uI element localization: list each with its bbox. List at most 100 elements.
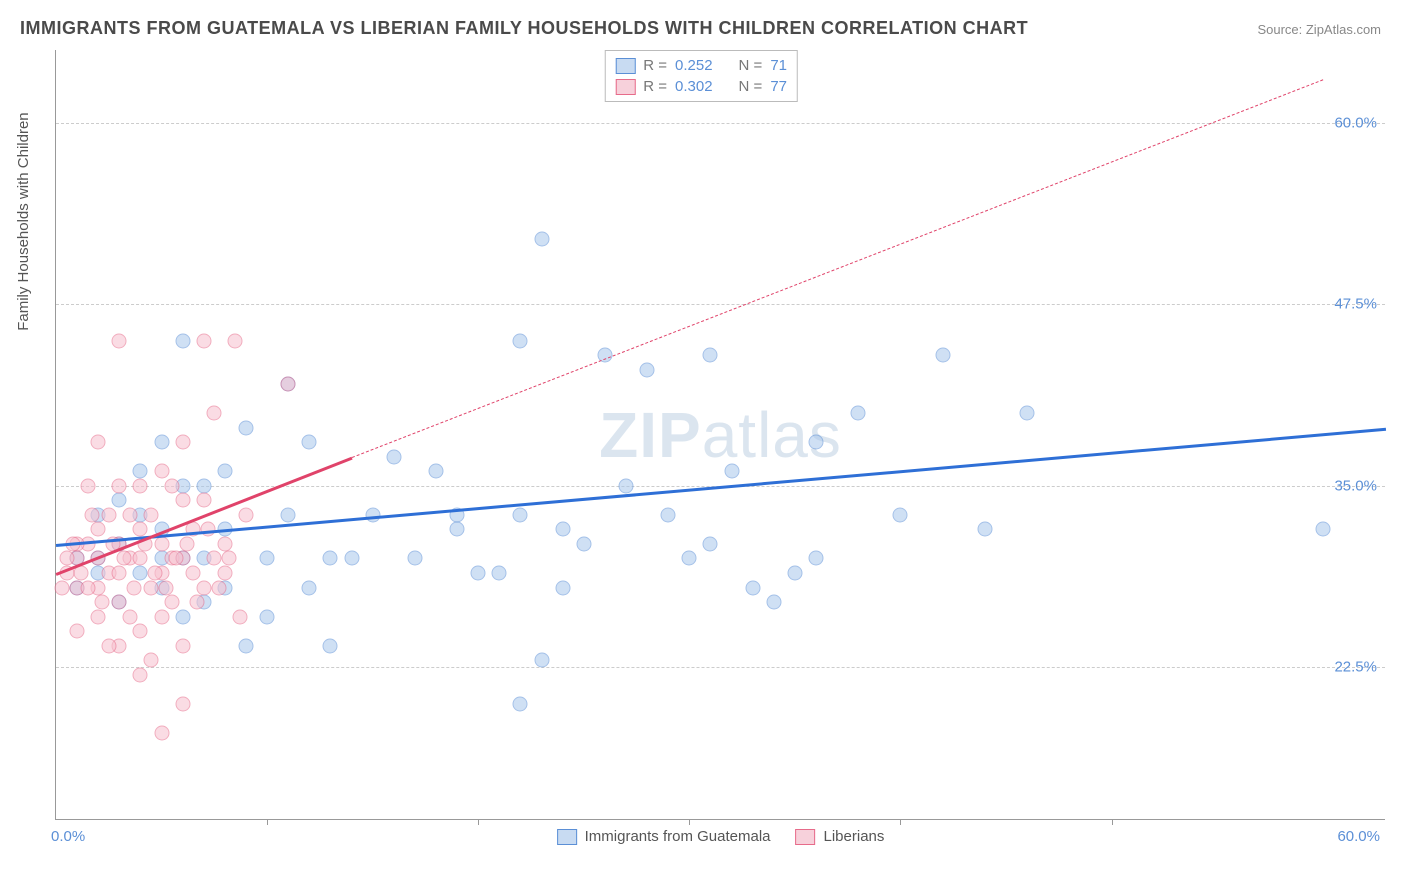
- data-point: [555, 522, 570, 537]
- data-point: [302, 580, 317, 595]
- data-point: [175, 435, 190, 450]
- data-point: [766, 595, 781, 610]
- data-point: [217, 464, 232, 479]
- n-value-1: 77: [770, 78, 787, 95]
- data-point: [165, 595, 180, 610]
- swatch-blue-icon: [615, 58, 635, 74]
- n-label: N =: [739, 57, 763, 74]
- data-point: [935, 348, 950, 363]
- data-point: [217, 566, 232, 581]
- data-point: [74, 566, 89, 581]
- data-point: [260, 609, 275, 624]
- y-tick-label: 22.5%: [1334, 659, 1377, 676]
- data-point: [281, 377, 296, 392]
- chart-area: ZIPatlas 22.5% 35.0% 47.5% 60.0% R = 0.252 …: [55, 50, 1385, 820]
- data-point: [239, 507, 254, 522]
- n-value-0: 71: [770, 57, 787, 74]
- data-point: [144, 580, 159, 595]
- data-point: [207, 551, 222, 566]
- data-point: [133, 667, 148, 682]
- legend-stats: R = 0.252 N = 71 R = 0.302 N = 77: [604, 50, 798, 102]
- data-point: [809, 551, 824, 566]
- data-point: [724, 464, 739, 479]
- grid-line: [56, 667, 1385, 668]
- data-point: [190, 595, 205, 610]
- data-point: [91, 435, 106, 450]
- data-point: [260, 551, 275, 566]
- data-point: [112, 566, 127, 581]
- data-point: [450, 522, 465, 537]
- data-point: [492, 566, 507, 581]
- data-point: [196, 333, 211, 348]
- data-point: [112, 595, 127, 610]
- data-point: [239, 420, 254, 435]
- y-axis-label: Family Households with Children: [15, 112, 32, 330]
- data-point: [133, 624, 148, 639]
- data-point: [80, 478, 95, 493]
- r-value-1: 0.302: [675, 78, 713, 95]
- data-point: [281, 507, 296, 522]
- data-point: [112, 478, 127, 493]
- watermark-light: atlas: [702, 399, 842, 471]
- x-tick-left: 0.0%: [51, 828, 85, 845]
- data-point: [1315, 522, 1330, 537]
- data-point: [70, 624, 85, 639]
- data-point: [95, 595, 110, 610]
- data-point: [165, 478, 180, 493]
- data-point: [101, 507, 116, 522]
- data-point: [154, 435, 169, 450]
- n-label: N =: [739, 78, 763, 95]
- x-tick-mark: [900, 819, 901, 825]
- swatch-pink-icon: [615, 79, 635, 95]
- data-point: [471, 566, 486, 581]
- data-point: [133, 566, 148, 581]
- data-point: [232, 609, 247, 624]
- trend-line-dashed: [351, 79, 1322, 458]
- data-point: [112, 493, 127, 508]
- data-point: [133, 478, 148, 493]
- data-point: [169, 551, 184, 566]
- y-tick-label: 60.0%: [1334, 114, 1377, 131]
- data-point: [222, 551, 237, 566]
- data-point: [809, 435, 824, 450]
- legend-stats-row-1: R = 0.302 N = 77: [615, 76, 787, 97]
- data-point: [703, 536, 718, 551]
- data-point: [175, 333, 190, 348]
- chart-title: IMMIGRANTS FROM GUATEMALA VS LIBERIAN FA…: [20, 18, 1028, 39]
- data-point: [661, 507, 676, 522]
- data-point: [175, 493, 190, 508]
- data-point: [640, 362, 655, 377]
- data-point: [116, 551, 131, 566]
- data-point: [217, 536, 232, 551]
- data-point: [179, 536, 194, 551]
- data-point: [196, 580, 211, 595]
- legend-stats-row-0: R = 0.252 N = 71: [615, 55, 787, 76]
- data-point: [787, 566, 802, 581]
- data-point: [127, 580, 142, 595]
- data-point: [154, 725, 169, 740]
- data-point: [175, 696, 190, 711]
- data-point: [513, 696, 528, 711]
- y-tick-label: 47.5%: [1334, 296, 1377, 313]
- data-point: [158, 580, 173, 595]
- data-point: [513, 507, 528, 522]
- data-point: [302, 435, 317, 450]
- y-tick-label: 35.0%: [1334, 477, 1377, 494]
- data-point: [429, 464, 444, 479]
- data-point: [133, 464, 148, 479]
- data-point: [59, 551, 74, 566]
- data-point: [386, 449, 401, 464]
- data-point: [745, 580, 760, 595]
- data-point: [228, 333, 243, 348]
- data-point: [207, 406, 222, 421]
- trend-line: [56, 428, 1386, 547]
- data-point: [154, 464, 169, 479]
- data-point: [133, 522, 148, 537]
- data-point: [534, 231, 549, 246]
- data-point: [112, 333, 127, 348]
- data-point: [323, 638, 338, 653]
- legend-series: Immigrants from Guatemala Liberians: [557, 828, 885, 845]
- watermark-bold: ZIP: [599, 399, 702, 471]
- legend-series-label-0: Immigrants from Guatemala: [585, 828, 771, 845]
- data-point: [122, 507, 137, 522]
